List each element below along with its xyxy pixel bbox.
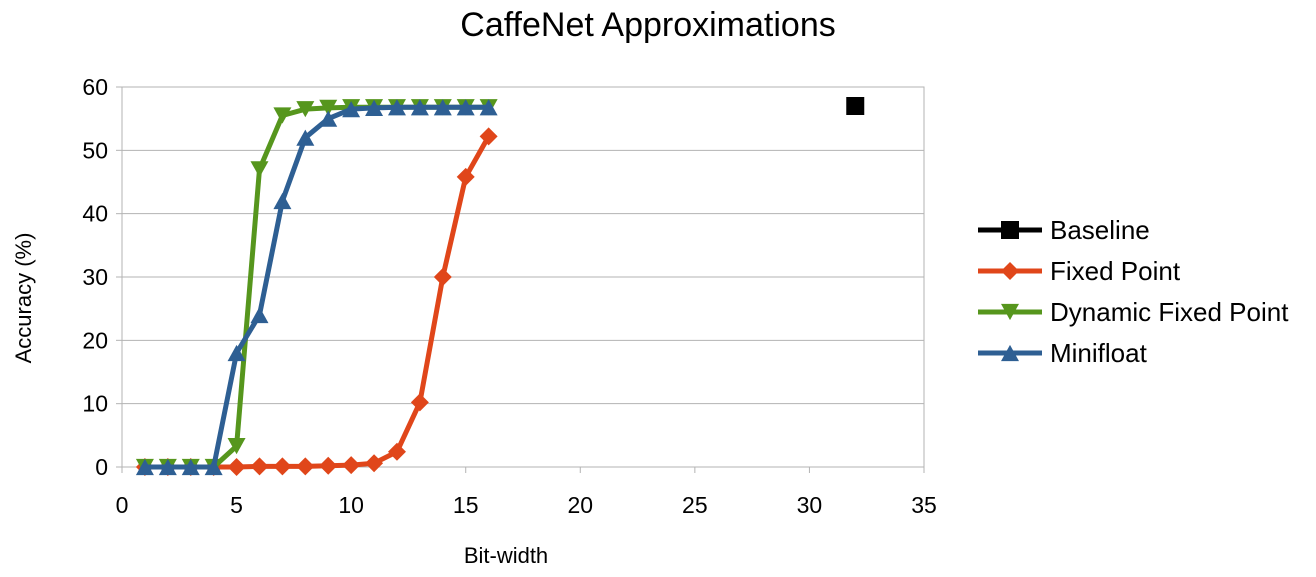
fixed-point-point xyxy=(433,268,452,286)
minifloat-point xyxy=(296,129,315,146)
series-layer xyxy=(135,97,865,476)
legend-label: Fixed Point xyxy=(1050,256,1181,286)
minifloat-point xyxy=(433,99,452,116)
fixed-point-point xyxy=(479,127,498,146)
legend-swatch-marker xyxy=(1001,221,1019,239)
y-axis: 0 10 20 30 40 50 60 xyxy=(82,74,122,480)
fixed-point-point xyxy=(319,456,338,475)
y-tick-label: 20 xyxy=(82,327,108,353)
minifloat-point xyxy=(387,99,406,116)
legend-item-minifloat: Minifloat xyxy=(978,338,1148,368)
y-axis-title: Accuracy (%) xyxy=(11,233,36,364)
legend-swatch-marker xyxy=(1001,303,1019,321)
minifloat-point xyxy=(158,458,177,476)
minifloat-point xyxy=(273,192,292,210)
dynamic-fixed-point-point xyxy=(227,438,246,455)
x-tick-label: 35 xyxy=(911,492,937,518)
x-tick-label: 0 xyxy=(116,492,129,518)
minifloat-point xyxy=(319,110,338,127)
fixed-point-point xyxy=(456,167,475,186)
series-baseline xyxy=(846,97,865,115)
legend-item-dynamic-fixed-point: Dynamic Fixed Point xyxy=(978,297,1289,327)
x-tick-label: 30 xyxy=(797,492,823,518)
dynamic-fixed-point-point xyxy=(273,107,292,124)
legend-label: Baseline xyxy=(1050,215,1150,245)
x-tick-label: 15 xyxy=(453,492,479,518)
fixed-point-point xyxy=(387,442,406,461)
dynamic-fixed-point-point xyxy=(250,161,269,178)
fixed-point-point xyxy=(250,457,269,476)
fixed-point-point xyxy=(273,457,292,476)
minifloat-point xyxy=(410,99,429,116)
y-tick-label: 40 xyxy=(82,201,108,227)
chart-title: CaffeNet Approximations xyxy=(460,6,835,44)
x-tick-label: 5 xyxy=(230,492,243,518)
x-axis-title: Bit-width xyxy=(464,543,548,568)
legend-label: Minifloat xyxy=(1050,338,1148,368)
fixed-point-point xyxy=(410,393,429,412)
fixed-point-point xyxy=(227,458,246,476)
minifloat-point xyxy=(342,101,361,118)
legend-swatch-marker xyxy=(1001,344,1019,362)
x-axis: 0 5 10 15 20 25 30 35 xyxy=(116,467,937,518)
minifloat-point xyxy=(227,344,246,362)
minifloat-point xyxy=(456,99,475,116)
y-tick-label: 10 xyxy=(82,391,108,417)
x-tick-label: 20 xyxy=(567,492,593,518)
fixed-point-point xyxy=(342,456,361,475)
legend-swatch-marker xyxy=(1001,262,1019,280)
baseline-point xyxy=(846,97,865,115)
legend-item-baseline: Baseline xyxy=(978,215,1150,245)
x-tick-label: 10 xyxy=(338,492,364,518)
minifloat-point xyxy=(135,458,154,476)
fixed-point-point xyxy=(296,457,315,476)
y-tick-label: 0 xyxy=(95,454,108,480)
minifloat-line xyxy=(144,104,489,470)
legend: Baseline Fixed Point Dynamic Fixed Point Mi… xyxy=(978,215,1289,368)
y-tick-label: 60 xyxy=(82,74,108,100)
plot-area: 0 5 10 15 20 25 30 35 0 10 20 30 40 50 60 xyxy=(82,74,936,518)
dynamic-fixed-point-point xyxy=(296,101,315,118)
minifloat-point xyxy=(181,458,200,476)
fixed-point-point xyxy=(365,454,384,473)
x-tick-label: 25 xyxy=(682,492,708,518)
legend-item-fixed-point: Fixed Point xyxy=(978,256,1181,286)
minifloat-point xyxy=(479,99,498,116)
y-tick-label: 30 xyxy=(82,264,108,290)
minifloat-point xyxy=(250,306,269,324)
minifloat-point xyxy=(204,458,223,476)
series-minifloat xyxy=(135,99,498,476)
minifloat-point xyxy=(365,99,384,116)
y-tick-label: 50 xyxy=(82,137,108,163)
dynamic-fixed-point-point xyxy=(319,99,338,116)
legend-label: Dynamic Fixed Point xyxy=(1050,297,1289,327)
